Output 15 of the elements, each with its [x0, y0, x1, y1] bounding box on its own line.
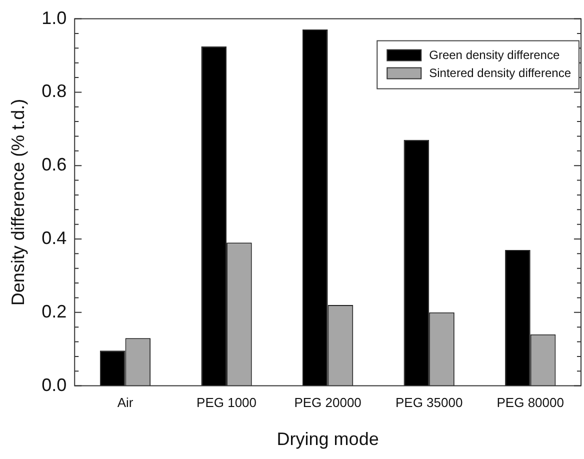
- y-tick-label: 0.0: [42, 374, 67, 395]
- y-tick-label: 1.0: [42, 8, 67, 28]
- x-tick-label: PEG 35000: [395, 395, 463, 410]
- y-tick-label: 0.2: [42, 301, 67, 322]
- x-axis-title: Drying mode: [276, 429, 379, 450]
- x-tick-label: Air: [117, 395, 134, 410]
- y-tick-label: 0.4: [42, 228, 67, 248]
- y-tick-label: 0.6: [42, 154, 67, 175]
- legend-label: Green density difference: [429, 48, 560, 62]
- y-tick-label: 0.8: [42, 81, 67, 102]
- x-tick-label: PEG 1000: [196, 395, 257, 410]
- x-tick-label: PEG 20000: [294, 395, 362, 410]
- x-tick-label: PEG 80000: [496, 395, 564, 410]
- y-axis-title: Density difference (% t.d.): [8, 98, 28, 306]
- legend-label: Sintered density difference: [429, 66, 572, 80]
